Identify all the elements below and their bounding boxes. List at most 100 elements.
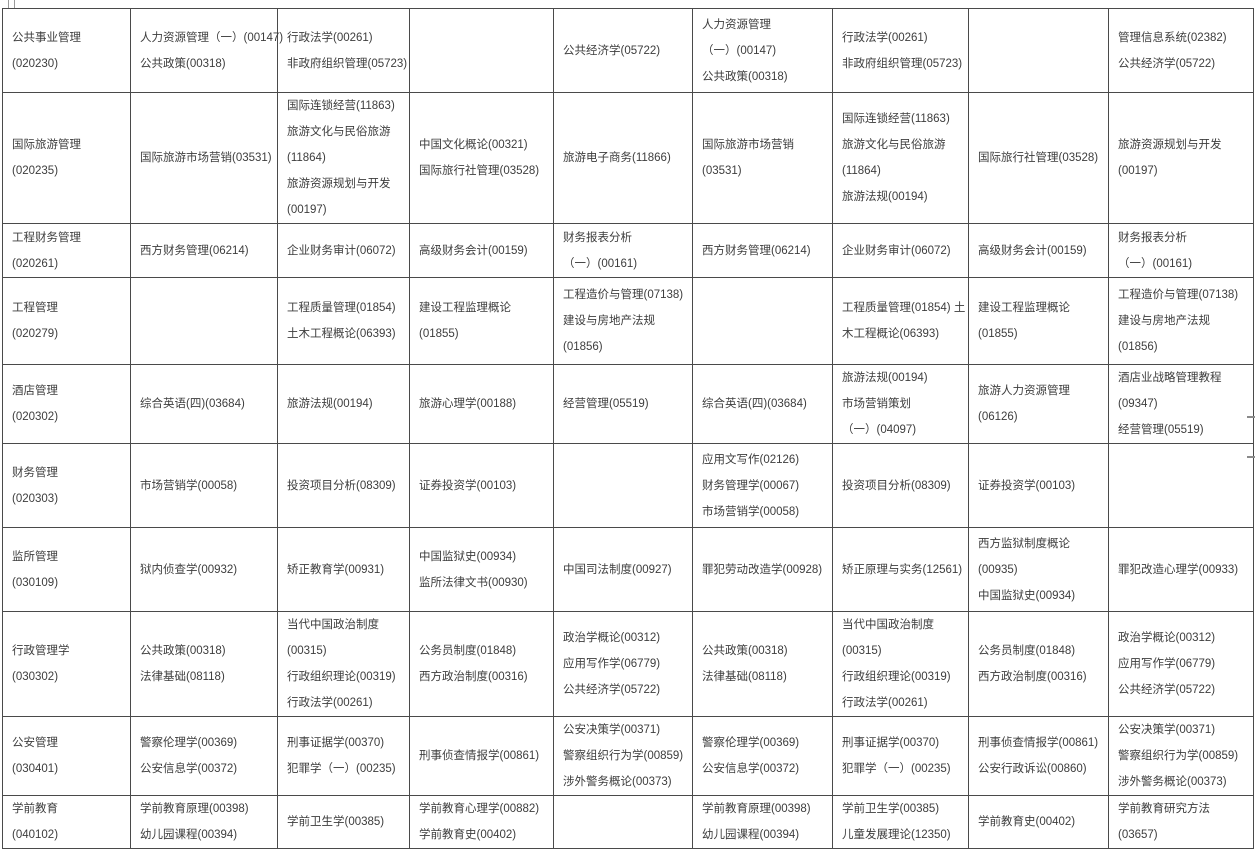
- course-line: 罪犯改造心理学(00933): [1118, 563, 1239, 576]
- course-line: 财务报表分析: [563, 231, 632, 244]
- course-line: 警察组织行为学(00859): [1118, 750, 1239, 762]
- course-cell: 西方财务管理(06214): [692, 223, 833, 278]
- course-line: 学前教育史(00402): [978, 816, 1076, 828]
- course-line: 国际旅游市场营销(03531): [140, 152, 272, 164]
- course-cell: 国际旅行社管理(03528): [968, 92, 1109, 224]
- course-line: 公共经济学(05722): [1118, 684, 1216, 696]
- major-code: (020235): [12, 165, 59, 177]
- course-line: 非政府组织管理(05723): [287, 57, 408, 70]
- course-line: 公共政策(00318): [702, 70, 788, 83]
- major-code: (020303): [12, 492, 59, 505]
- course-line: 学前教育原理(00398): [702, 803, 811, 815]
- course-cell: 综合英语(四)(03684): [130, 364, 278, 444]
- course-line: 国际连锁经营(11863): [842, 113, 950, 125]
- major-name: 工程管理: [12, 302, 58, 314]
- course-line: 市场营销学(00058): [702, 505, 800, 518]
- course-cell: 工程质量管理(01854) 土木工程概论(06393): [277, 277, 410, 365]
- course-cell: 学前教育研究方法 (03657): [1108, 795, 1254, 849]
- course-line: 中国司法制度(00927): [563, 563, 672, 576]
- course-line: 行政组织理论(00319): [287, 671, 396, 683]
- course-line: 应用写作学(06779): [1118, 658, 1216, 670]
- course-line: 涉外警务概论(00373): [1118, 776, 1227, 788]
- course-line: 警察伦理学(00369): [702, 737, 800, 749]
- course-cell: 公共经济学(05722): [553, 8, 693, 93]
- course-line: （一）(00161): [1118, 257, 1193, 270]
- course-line: 旅游法规(00194): [287, 398, 373, 410]
- course-line: 建设工程监理概论: [978, 302, 1070, 314]
- course-line: (00315): [287, 645, 327, 657]
- course-cell: 当代中国政治制度 (00315) 行政组织理论(00319) 行政法学(00261): [832, 611, 969, 717]
- course-line: （一）(00147): [702, 44, 777, 57]
- course-cell: 矫正原理与实务(12561): [832, 527, 969, 612]
- course-line: 矫正原理与实务(12561): [842, 563, 963, 576]
- course-line: 西方监狱制度概论: [978, 537, 1070, 550]
- major-cell: 财务管理 (020303): [2, 443, 131, 528]
- course-cell: 旅游资源规划与开发 (00197): [1108, 92, 1254, 224]
- course-line: 投资项目分析(08309): [287, 479, 396, 492]
- cropped-border-tick: [14, 0, 15, 8]
- course-cell: 工程质量管理(01854) 土木工程概论(06393): [832, 277, 969, 365]
- course-line: (01855): [978, 328, 1018, 340]
- course-cell: [692, 277, 833, 365]
- major-cell: 公安管理 (030401): [2, 716, 131, 796]
- course-line: 土木工程概论(06393): [287, 328, 396, 340]
- course-cell: 学前教育史(00402): [968, 795, 1109, 849]
- course-line: 公务员制度(01848): [978, 645, 1076, 657]
- course-cell: 公务员制度(01848) 西方政治制度(00316): [968, 611, 1109, 717]
- course-cell: 旅游心理学(00188): [409, 364, 554, 444]
- course-cell: [968, 8, 1109, 93]
- course-line: 工程造价与管理(07138): [563, 289, 684, 301]
- course-line: 财务报表分析: [1118, 231, 1187, 244]
- table-row: 学前教育 (040102) 学前教育原理(00398) 幼儿园课程(00394) 学前卫…: [2, 795, 1254, 849]
- course-cell: 企业财务审计(06072): [277, 223, 410, 278]
- course-cell: 工程造价与管理(07138) 建设与房地产法规 (01856): [1108, 277, 1254, 365]
- course-line: 刑事侦查情报学(00861): [978, 737, 1099, 749]
- course-line: 刑事证据学(00370): [842, 737, 940, 749]
- course-line: 行政法学(00261): [842, 697, 928, 709]
- course-line: (09347): [1118, 398, 1158, 410]
- major-cell: 公共事业管理 (020230): [2, 8, 131, 93]
- course-line: 公共经济学(05722): [563, 44, 661, 57]
- course-cell: 证券投资学(00103): [968, 443, 1109, 528]
- course-line: 旅游电子商务(11866): [563, 152, 671, 164]
- table-row: 行政管理学 (030302) 公共政策(00318) 法律基础(08118) 当代中国政…: [2, 611, 1254, 717]
- course-cell: 证券投资学(00103): [409, 443, 554, 528]
- course-cell: 公共政策(00318) 法律基础(08118): [692, 611, 833, 717]
- major-code: (020261): [12, 257, 59, 270]
- course-line: （一）(04097): [842, 424, 917, 436]
- course-cell: 罪犯改造心理学(00933): [1108, 527, 1254, 612]
- table-row: 财务管理 (020303) 市场营销学(00058) 投资项目分析(08309) 证券投…: [2, 443, 1254, 528]
- course-line: 中国文化概论(00321): [419, 139, 528, 151]
- course-line: 工程造价与管理(07138): [1118, 289, 1239, 301]
- course-line: 公安行政诉讼(00860): [978, 763, 1087, 775]
- course-cell: 高级财务会计(00159): [968, 223, 1109, 278]
- course-line: 刑事侦查情报学(00861): [419, 750, 540, 762]
- course-line: 公共政策(00318): [140, 57, 226, 70]
- course-line: 政治学概论(00312): [563, 632, 661, 644]
- course-line: 罪犯劳动改造学(00928): [702, 563, 823, 576]
- course-line: (03657): [1118, 829, 1158, 841]
- course-line: 公共政策(00318): [702, 645, 788, 657]
- course-line: 木工程概论(06393): [842, 328, 940, 340]
- course-line: 中国监狱史(00934): [419, 550, 517, 563]
- major-name: 财务管理: [12, 466, 58, 479]
- course-cell: [130, 277, 278, 365]
- table-row: 工程管理 (020279) 工程质量管理(01854) 土木工程概论(06393) 建设…: [2, 277, 1254, 365]
- table-row: 公共事业管理 (020230) 人力资源管理（一）(00147) 公共政策(00318…: [2, 8, 1254, 93]
- course-line: (01856): [1118, 341, 1158, 353]
- course-cell: 人力资源管理（一）(00147) 公共政策(00318): [130, 8, 283, 93]
- course-line: 国际连锁经营(11863): [287, 100, 395, 112]
- major-cell: 行政管理学 (030302): [2, 611, 131, 717]
- course-cell: 刑事证据学(00370) 犯罪学（一）(00235): [832, 716, 969, 796]
- course-cell: [553, 443, 693, 528]
- course-cell: 旅游法规(00194): [277, 364, 410, 444]
- course-line: 旅游文化与民俗旅游: [287, 126, 391, 138]
- major-code: (020279): [12, 328, 59, 340]
- course-cell: 投资项目分析(08309): [277, 443, 410, 528]
- major-name: 国际旅游管理: [12, 139, 81, 151]
- course-cell: 旅游电子商务(11866): [553, 92, 693, 224]
- course-cell: 旅游法规(00194) 市场营销策划 （一）(04097): [832, 364, 969, 444]
- course-line: (01856): [563, 341, 603, 353]
- table-row: 酒店管理 (020302) 综合英语(四)(03684) 旅游法规(00194) 旅游心…: [2, 364, 1254, 444]
- course-line: 犯罪学（一）(00235): [287, 763, 396, 775]
